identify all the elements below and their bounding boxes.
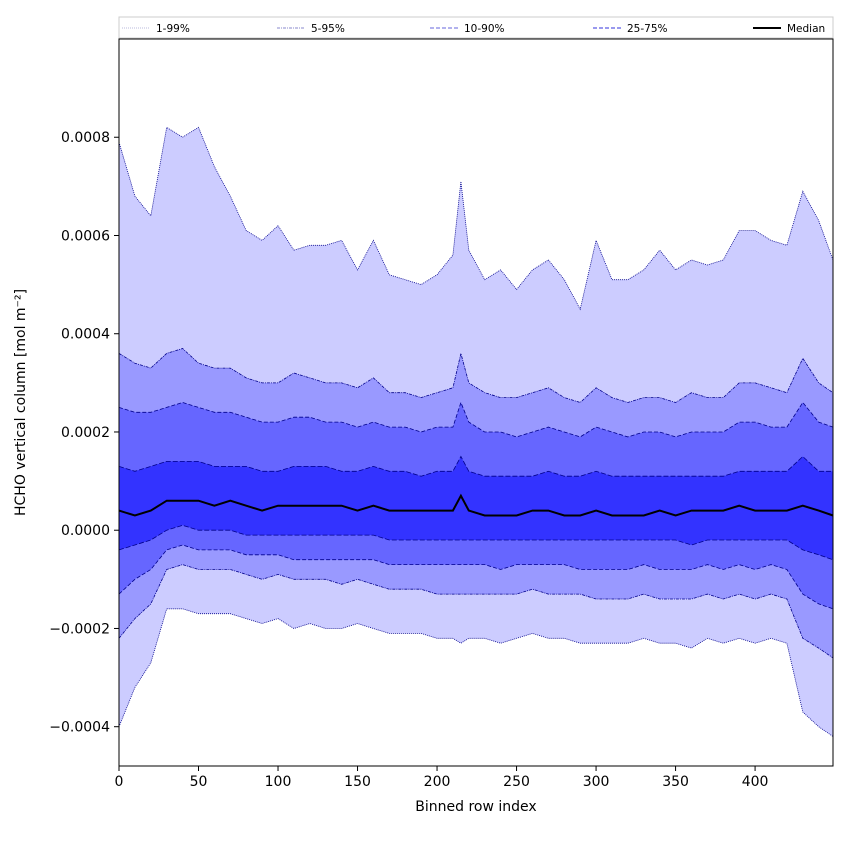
legend-label: 5-95% [311,23,345,35]
legend: 1-99% 5-95% 10-90% 25-75% Median [118,16,834,39]
x-tick-label: 400 [742,774,769,790]
band-lower-line-5-95pct [118,564,834,659]
y-tick-label: −0.0004 [49,720,110,736]
x-tick-label: 350 [662,774,689,790]
band-lower-line-10-90pct [118,544,834,610]
x-tick-label: 200 [424,774,451,790]
x-tick-label: 150 [344,774,371,790]
y-tick-label: 0.0006 [61,228,110,244]
bands-layer [119,127,833,737]
legend-label: 1-99% [156,23,190,35]
band-25-75pct [119,456,833,560]
band-lower-line-1-99pct [118,608,834,737]
legend-label: 25-75% [627,23,668,35]
band-lower-line-25-75pct [118,524,834,561]
y-tick-label: 0.0000 [61,523,110,539]
band-upper-line-5-95pct [118,348,834,403]
x-tick-label: 250 [503,774,530,790]
x-tick-label: 100 [265,774,292,790]
legend-box [118,16,834,39]
band-upper-line-25-75pct [118,455,833,477]
x-axis: 0 50 100 150 200 250 300 350 400 [115,766,769,790]
y-axis-label: HCHO vertical column [mol m⁻²] [13,289,29,516]
x-tick-label: 0 [115,774,124,790]
plot-frame [118,38,834,767]
legend-label: Median [787,23,825,35]
lines-layer [118,126,834,737]
band-upper-line-1-99pct [118,126,834,311]
median-line [118,493,834,517]
y-axis: −0.0004 −0.0002 0.0000 0.0002 0.0004 0.0006 0.… [49,130,119,736]
legend-label: 10-90% [464,23,505,35]
y-tick-label: 0.0008 [61,130,110,146]
x-axis-label: Binned row index [415,799,536,815]
y-tick-label: −0.0002 [49,621,110,637]
x-tick-label: 50 [190,774,208,790]
y-tick-label: 0.0004 [61,327,110,343]
x-tick-label: 300 [583,774,610,790]
band-upper-line-10-90pct [118,401,834,438]
y-tick-label: 0.0002 [61,425,110,441]
